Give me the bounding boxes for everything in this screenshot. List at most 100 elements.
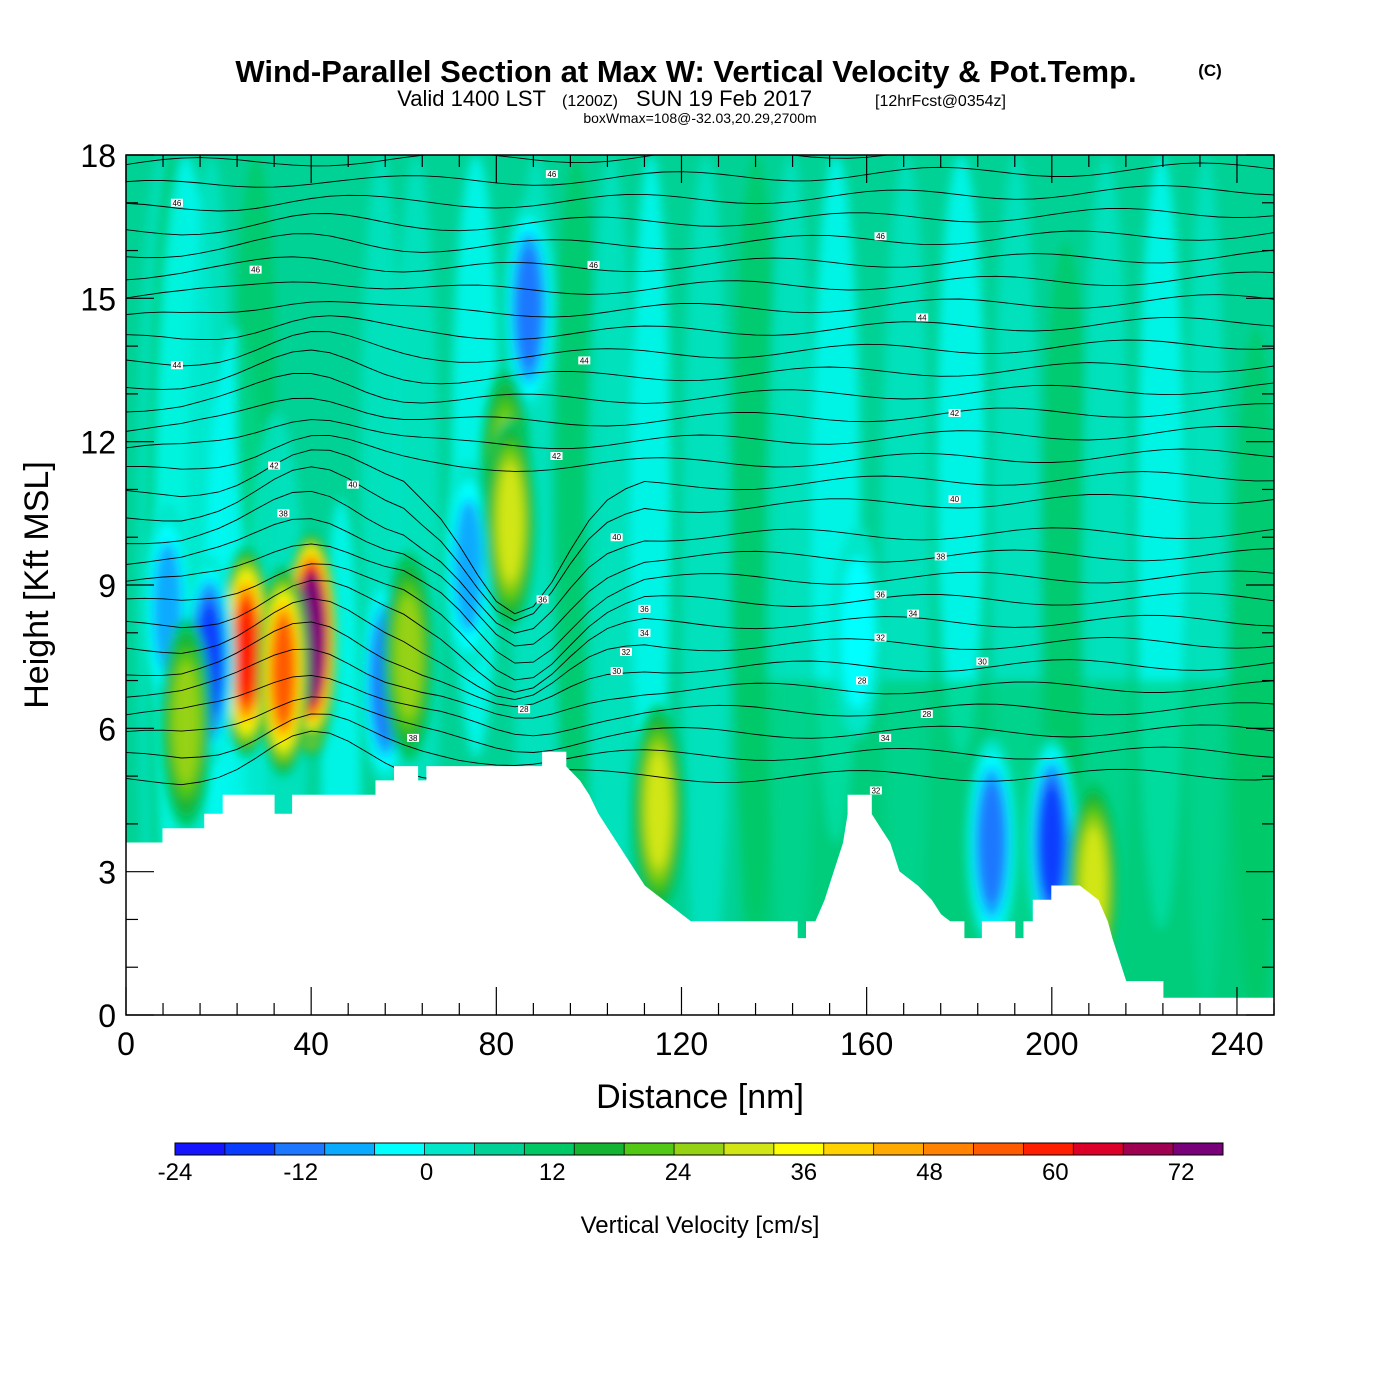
contour-label: 44 xyxy=(170,361,183,370)
contour-label-text: 44 xyxy=(918,313,927,322)
contour-label-text: 32 xyxy=(876,634,885,643)
contour-label-text: 30 xyxy=(612,667,621,676)
potential-temperature-contours xyxy=(126,155,1274,786)
contour-label-text: 46 xyxy=(251,266,260,275)
x-tick-label: 240 xyxy=(1210,1026,1263,1062)
contour-label: 40 xyxy=(346,480,359,490)
colorbar-swatch xyxy=(524,1143,575,1155)
contour-label: 40 xyxy=(948,495,961,504)
x-tick-label: 40 xyxy=(293,1026,329,1062)
contour-label: 36 xyxy=(874,590,887,600)
y-tick-label: 9 xyxy=(98,568,116,604)
contour-label: 34 xyxy=(638,628,651,638)
velocity-cell xyxy=(632,704,684,915)
colorbar-swatch xyxy=(374,1143,426,1155)
colorbar: -24 -12 0 12 24 36 48 60 72 xyxy=(158,1142,1224,1186)
contour-label: 32 xyxy=(619,647,632,657)
contour-label: 46 xyxy=(587,260,600,270)
colorbar-swatch xyxy=(1173,1143,1224,1155)
contour-label-text: 28 xyxy=(858,677,867,686)
contour-label: 42 xyxy=(948,409,961,418)
contour-label: 34 xyxy=(906,609,919,619)
colorbar-swatch xyxy=(674,1143,725,1155)
velocity-cell xyxy=(484,417,536,628)
velocity-cell xyxy=(382,551,434,762)
colorbar-tick-label: -24 xyxy=(158,1159,193,1186)
contour-label-text: 46 xyxy=(172,199,181,208)
y-tick-label: 15 xyxy=(80,281,116,317)
colorbar-tick-label: 60 xyxy=(1042,1159,1069,1186)
colorbar-swatch xyxy=(973,1143,1024,1155)
y-tick-label: 12 xyxy=(80,425,116,461)
y-tick-label: 0 xyxy=(98,998,116,1034)
colorbar-label: Vertical Velocity [cm/s] xyxy=(581,1212,820,1239)
velocity-cell xyxy=(160,618,212,829)
colorbar-tick-label: 24 xyxy=(665,1159,692,1186)
contour-label-text: 38 xyxy=(936,552,945,561)
contour-label-text: 44 xyxy=(580,356,589,365)
contour-label: 32 xyxy=(874,633,887,643)
colorbar-tick-label: 48 xyxy=(916,1159,943,1186)
y-tick-label: 18 xyxy=(80,138,116,174)
colorbar-swatch xyxy=(175,1143,226,1155)
contour-label-text: 38 xyxy=(279,509,288,518)
contour-label-text: 34 xyxy=(881,734,890,743)
colorbar-tick-label: 12 xyxy=(539,1159,566,1186)
contour-label-text: 32 xyxy=(871,786,880,795)
contour-label-text: 40 xyxy=(950,495,959,504)
colorbar-swatch xyxy=(224,1143,276,1155)
x-tick-label: 200 xyxy=(1025,1026,1078,1062)
colorbar-swatch xyxy=(474,1143,525,1155)
colorbar-swatch xyxy=(873,1143,925,1155)
contour-label-text: 36 xyxy=(640,605,649,614)
contour-label-text: 36 xyxy=(538,595,547,604)
valid-time-line: Valid 1400 LST (1200Z) SUN 19 Feb 2017 [… xyxy=(397,86,1006,111)
contour-label: 46 xyxy=(545,170,558,179)
colorbar-tick-label: -12 xyxy=(283,1159,318,1186)
contour-label-text: 38 xyxy=(409,734,418,743)
box-wmax-info: boxWmax=108@-32.03,20.29,2700m xyxy=(583,110,816,126)
contour-label: 38 xyxy=(407,733,419,743)
contour-labels: 46 46 46 46 46 44 44 44 42 40 42 42 38 40 40 36 38 36 34 36… xyxy=(170,170,989,795)
contour-label: 30 xyxy=(610,667,623,676)
x-tick-label: 160 xyxy=(840,1026,893,1062)
colorbar-swatch xyxy=(723,1143,775,1155)
contour-label-text: 32 xyxy=(621,648,630,657)
contour-label: 46 xyxy=(874,232,887,241)
velocity-cell xyxy=(831,527,883,738)
contour-label: 40 xyxy=(610,533,623,542)
valid-time: Valid 1400 LST xyxy=(397,86,546,111)
colorbar-tick-label: 36 xyxy=(790,1159,817,1186)
contour-label-text: 28 xyxy=(520,705,529,714)
y-axis-label: Height [Kft MSL] xyxy=(18,461,56,709)
velocity-cell xyxy=(257,565,309,777)
colorbar-swatch xyxy=(823,1143,875,1155)
contour-label-text: 34 xyxy=(640,629,649,638)
colorbar-tick-label: 0 xyxy=(420,1159,433,1186)
contour-label: 32 xyxy=(869,786,882,795)
contour-label-text: 42 xyxy=(552,452,561,461)
contour-label-text: 46 xyxy=(547,170,556,179)
contour-label-text: 42 xyxy=(950,409,959,418)
contour-label: 28 xyxy=(920,710,933,719)
plot-area: 46 46 46 46 46 44 44 44 42 40 42 42 38 40 40 36 38 36 34 36… xyxy=(126,155,1274,1015)
colorbar-swatch xyxy=(1023,1143,1074,1155)
contour-label-text: 36 xyxy=(876,591,885,600)
contour-label-text: 28 xyxy=(922,710,931,719)
contour-label: 44 xyxy=(578,356,591,365)
contour-label-text: 30 xyxy=(978,657,987,666)
contour-label: 42 xyxy=(268,461,281,471)
contour-label-text: 46 xyxy=(589,261,598,270)
x-axis: 0 40 80 120 160 200 240 xyxy=(117,155,1275,1062)
y-tick-label: 3 xyxy=(98,855,116,891)
colorbar-swatch xyxy=(424,1143,475,1155)
terrain-mask xyxy=(126,751,1274,1015)
colorbar-swatch xyxy=(624,1143,675,1155)
contour-label: 42 xyxy=(550,452,563,461)
velocity-cell xyxy=(220,546,272,758)
colorbar-swatch xyxy=(773,1143,825,1155)
contour-label: 46 xyxy=(170,198,183,208)
x-tick-label: 80 xyxy=(479,1026,515,1062)
colorbar-swatch xyxy=(274,1143,326,1155)
contour-label-text: 42 xyxy=(270,462,279,471)
